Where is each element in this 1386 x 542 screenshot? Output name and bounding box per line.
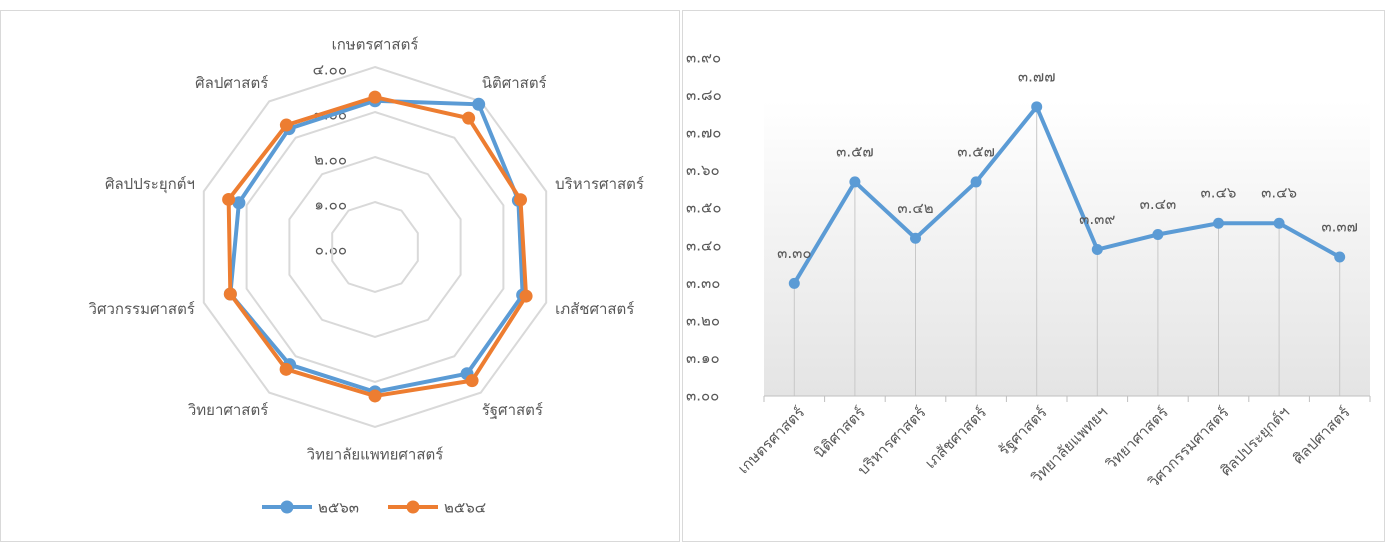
- y-tick-label: ๓.๐๐: [686, 387, 719, 405]
- y-tick-label: ๓.๘๐: [686, 86, 722, 104]
- data-label: ๓.๓๐: [777, 244, 811, 262]
- point: [514, 193, 528, 207]
- legend-marker: [406, 500, 420, 514]
- point: [1031, 101, 1043, 113]
- plot-background: [764, 100, 1370, 396]
- category-label: เกษตรศาสตร์: [332, 36, 419, 54]
- category-label: วิศวกรรมศาสตร์: [88, 300, 195, 318]
- data-label: ๓.๔๖: [1201, 184, 1237, 202]
- data-label: ๓.๔๒: [897, 199, 933, 217]
- point: [232, 196, 246, 210]
- y-tick-label: ๓.๓๐: [686, 274, 720, 292]
- point: [223, 287, 237, 301]
- category-label: ศิลปศาสตร์: [195, 74, 268, 92]
- data-label: ๓.๕๗: [836, 142, 874, 160]
- point: [970, 176, 982, 188]
- legend-marker: [280, 500, 294, 514]
- point: [279, 362, 293, 376]
- x-tick-label: ศิลปศาสตร์: [1289, 403, 1353, 467]
- y-tick-label: ๓.๒๐: [686, 311, 720, 329]
- legend-label: ๒๕๖๔: [444, 499, 486, 517]
- y-tick-label: ๓.๔๐: [686, 236, 722, 254]
- r-tick-label: ๐.๐๐: [315, 241, 347, 259]
- grid-ring: [331, 200, 419, 294]
- point: [368, 389, 382, 403]
- grid-ring: [245, 110, 505, 384]
- category-label: นิติศาสตร์: [482, 74, 547, 92]
- series-line: [228, 98, 525, 394]
- r-tick-label: ๒.๐๐: [314, 151, 347, 169]
- point: [1334, 251, 1346, 263]
- r-tick-label: ๔.๐๐: [313, 61, 347, 79]
- series-line: [792, 102, 1341, 285]
- point: [1152, 229, 1164, 241]
- y-tick-label: ๓.๗๐: [686, 124, 721, 142]
- point: [1091, 244, 1103, 256]
- point: [849, 176, 861, 188]
- data-label: ๓.๗๗: [1018, 67, 1056, 85]
- data-label: ๓.๓๗: [1321, 218, 1358, 236]
- x-tick-label: เภสัชศาสตร์: [921, 403, 990, 472]
- y-tick-label: ๓.๖๐: [686, 161, 720, 179]
- legend-label: ๒๕๖๓: [318, 499, 359, 517]
- x-tick-label: เกษตรศาสตร์: [734, 403, 808, 477]
- data-label: ๓.๔๓: [1140, 195, 1177, 213]
- point: [222, 192, 236, 206]
- point: [368, 90, 382, 104]
- y-tick-label: ๓.๑๐: [686, 349, 720, 367]
- point: [519, 289, 533, 303]
- point: [462, 111, 476, 125]
- grid-ring: [288, 155, 462, 339]
- point: [472, 97, 486, 111]
- category-label: ศิลปประยุกต์ฯ: [105, 175, 195, 194]
- point: [279, 118, 293, 132]
- point: [1213, 217, 1224, 229]
- category-label: เภสัชศาสตร์: [555, 300, 634, 318]
- data-label: ๓.๓๙: [1079, 210, 1115, 228]
- grid-ring: [202, 65, 548, 429]
- data-label: ๓.๕๗: [957, 142, 995, 160]
- category-label: บริหารศาสตร์: [555, 175, 644, 193]
- point: [788, 277, 800, 289]
- point: [465, 374, 479, 388]
- category-label: รัฐศาสตร์: [482, 401, 543, 419]
- x-tick-label: รัฐศาสตร์: [995, 403, 1051, 459]
- point: [910, 232, 921, 244]
- point: [1273, 217, 1285, 229]
- category-label: วิทยาศาสตร์: [187, 401, 268, 419]
- r-tick-label: ๑.๐๐: [314, 196, 347, 214]
- category-label: วิทยาลัยแพทยศาสตร์: [306, 446, 443, 464]
- y-tick-label: ๓.๙๐: [686, 49, 721, 67]
- data-label: ๓.๔๖: [1261, 184, 1297, 202]
- y-tick-label: ๓.๕๐: [686, 199, 722, 217]
- x-tick-label: นิติศาสตร์: [810, 403, 869, 462]
